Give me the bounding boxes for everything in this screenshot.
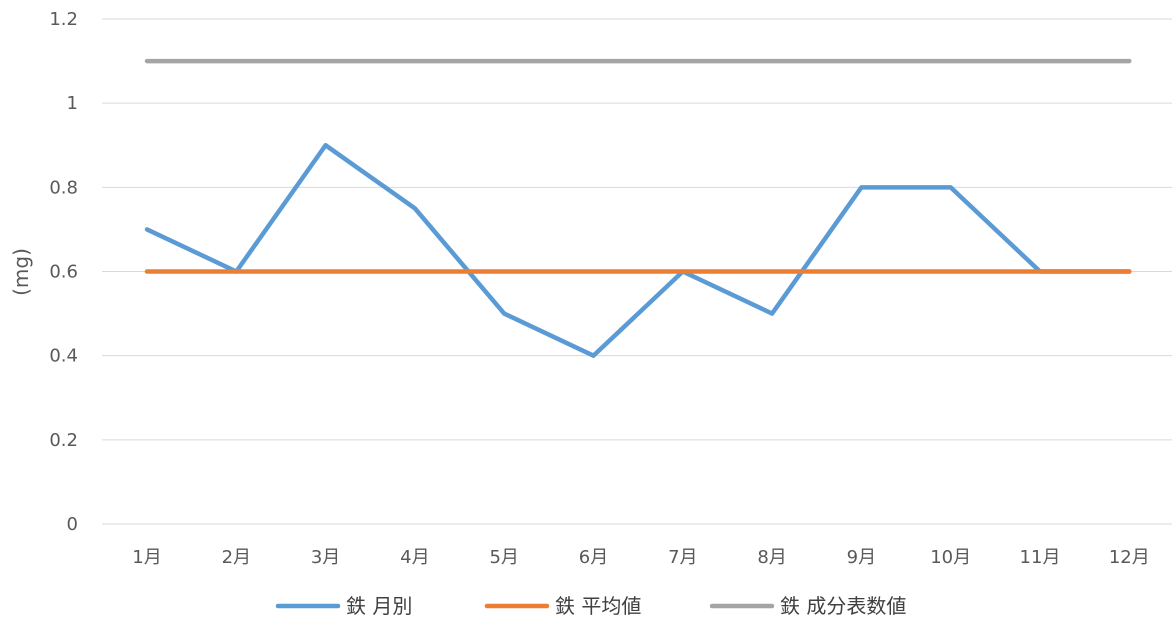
x-tick-label: 5月	[489, 547, 518, 568]
y-tick-label: 0.8	[49, 177, 78, 198]
y-tick-label: 0.2	[49, 430, 78, 451]
legend-label: 鉄 成分表数値	[780, 594, 906, 618]
x-tick-label: 3月	[311, 547, 340, 568]
x-tick-label: 4月	[400, 547, 429, 568]
series-line-0	[144, 143, 1132, 358]
x-tick-label: 9月	[847, 547, 876, 568]
x-tick-label: 11月	[1020, 547, 1061, 568]
y-tick-label: 1.2	[49, 9, 78, 30]
series-lines	[144, 58, 1132, 358]
y-tick-label: 0.6	[49, 262, 78, 283]
x-tick-label: 7月	[668, 547, 697, 568]
x-tick-label: 1月	[132, 547, 161, 568]
x-tick-label: 8月	[757, 547, 786, 568]
x-tick-label: 10月	[930, 547, 971, 568]
y-tick-label: 0.4	[49, 346, 78, 367]
y-tick-label: 1	[67, 93, 78, 114]
x-tick-label: 6月	[579, 547, 608, 568]
legend-label: 鉄 月別	[346, 594, 412, 618]
y-tick-label: 0	[67, 514, 78, 535]
legend: 鉄 月別 鉄 平均値 鉄 成分表数値	[275, 594, 906, 618]
x-axis-ticks: 1月 2月 3月 4月 5月 6月 7月 8月 9月 10月 11月 12月	[132, 547, 1149, 568]
legend-label: 鉄 平均値	[555, 594, 641, 618]
x-tick-label: 2月	[222, 547, 251, 568]
x-tick-label: 12月	[1109, 547, 1150, 568]
y-axis-label: (mg)	[9, 248, 33, 296]
y-axis-ticks: 0 0.2 0.4 0.6 0.8 1 1.2	[49, 9, 78, 535]
